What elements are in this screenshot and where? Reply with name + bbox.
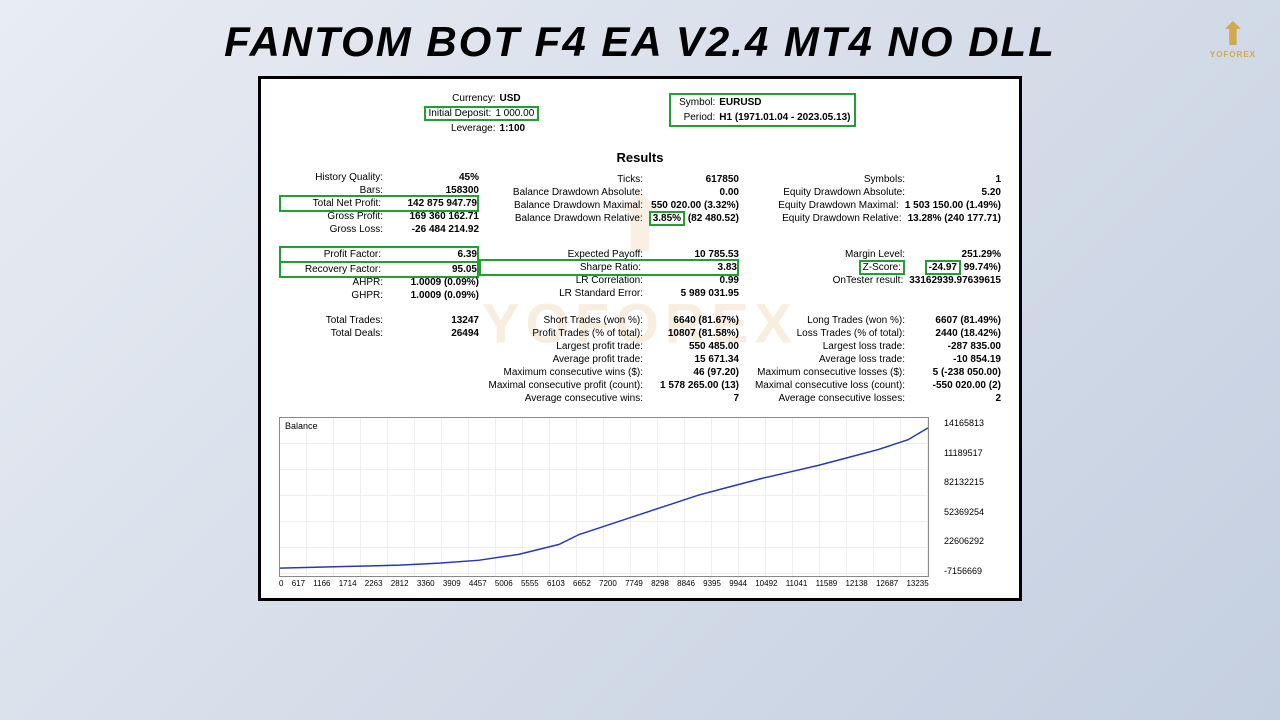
x-tick: 12138: [845, 579, 867, 588]
stat-row: Long Trades (won %):6607 (81.49%): [739, 314, 1001, 327]
x-tick: 11041: [786, 579, 808, 588]
y-tick: 11189517: [944, 448, 984, 458]
stat-row: [279, 348, 479, 350]
stat-row: Maximum consecutive losses ($):5 (-238 0…: [739, 366, 1001, 379]
brand-logo: ⬆ YOFOREX: [1210, 18, 1256, 59]
stat-row: Average consecutive wins:7: [479, 392, 739, 405]
stat-row: Short Trades (won %):6640 (81.67%): [479, 314, 739, 327]
x-tick: 4457: [469, 579, 487, 588]
stat-row: Gross Loss:-26 484 214.92: [279, 223, 479, 236]
stat-row: Bars:158300: [279, 184, 479, 197]
x-tick: 5555: [521, 579, 539, 588]
x-tick: 6652: [573, 579, 591, 588]
x-tick: 6103: [547, 579, 565, 588]
stat-row: Maximal consecutive loss (count):-550 02…: [739, 379, 1001, 392]
stat-row: Z-Score:-24.97 99.74%): [739, 261, 1001, 274]
x-tick: 11589: [816, 579, 838, 588]
y-tick: -7156669: [944, 566, 984, 576]
balance-chart: Balance 14165813 11189517 82132215 52369254…: [279, 417, 1001, 588]
stat-row: Ticks:617850: [479, 173, 739, 186]
stat-row: Average loss trade:-10 854.19: [739, 353, 1001, 366]
stat-row: Total Trades:13247: [279, 314, 479, 327]
x-tick: 1714: [339, 579, 357, 588]
x-tick: 2263: [365, 579, 383, 588]
y-tick: 14165813: [944, 418, 984, 428]
report-header: Currency:USD Initial Deposit:1 000.00 Leve…: [279, 93, 1001, 134]
stat-row: Equity Drawdown Absolute:5.20: [739, 186, 1001, 199]
stat-row: Balance Drawdown Absolute:0.00: [479, 186, 739, 199]
x-tick: 1166: [313, 579, 330, 588]
x-tick: 9395: [703, 579, 721, 588]
stat-row: GHPR:1.0009 (0.09%): [279, 289, 479, 302]
stat-row: LR Standard Error:5 989 031.95: [479, 287, 739, 300]
x-tick: 10492: [755, 579, 777, 588]
stat-row: AHPR:1.0009 (0.09%): [279, 276, 479, 289]
stat-row: Average consecutive losses:2: [739, 392, 1001, 405]
stat-row: LR Correlation:0.99: [479, 274, 739, 287]
stat-row: Loss Trades (% of total):2440 (18.42%): [739, 327, 1001, 340]
stat-row: Equity Drawdown Maximal:1 503 150.00 (1.…: [739, 199, 1001, 212]
y-tick: 52369254: [944, 507, 984, 517]
stat-row: Total Deals:26494: [279, 327, 479, 340]
x-tick: 12687: [876, 579, 898, 588]
stat-row: Largest profit trade:550 485.00: [479, 340, 739, 353]
x-tick: 3909: [443, 579, 461, 588]
x-tick: 617: [292, 579, 305, 588]
report-panel: ⬆ YOFOREX Currency:USDInitial Deposit:1 …: [258, 76, 1022, 601]
results-heading: Results: [279, 150, 1001, 165]
stat-row: Gross Profit:169 360 162.71: [279, 210, 479, 223]
stat-row: Symbols:1: [739, 173, 1001, 186]
x-tick: 3360: [417, 579, 435, 588]
x-tick: 8846: [677, 579, 695, 588]
stat-row: Profit Trades (% of total):10807 (81.58%…: [479, 327, 739, 340]
stat-row: OnTester result:33162939.97639615: [739, 274, 1001, 287]
x-tick: 2812: [391, 579, 409, 588]
x-tick: 5006: [495, 579, 513, 588]
y-tick: 82132215: [944, 477, 984, 487]
y-tick: 22606292: [944, 536, 984, 546]
stat-row: Balance Drawdown Maximal:550 020.00 (3.3…: [479, 199, 739, 212]
header-row: Initial Deposit:1 000.00: [424, 106, 540, 121]
stat-row: Maximal consecutive profit (count):1 578…: [479, 379, 739, 392]
x-tick: 0: [279, 579, 283, 588]
x-tick: 7749: [625, 579, 643, 588]
x-tick: 13235: [906, 579, 928, 588]
stat-row: Balance Drawdown Relative:3.85% (82 480.…: [479, 212, 739, 225]
stat-row: Largest loss trade:-287 835.00: [739, 340, 1001, 353]
stat-row: [739, 287, 1001, 289]
stat-row: Equity Drawdown Relative:13.28% (240 177…: [739, 212, 1001, 225]
stat-row: Average profit trade:15 671.34: [479, 353, 739, 366]
page-title: FANTOM BOT F4 EA V2.4 MT4 NO DLL: [0, 0, 1280, 74]
x-tick: 9944: [729, 579, 747, 588]
stat-row: History Quality:45%: [279, 171, 479, 184]
stat-row: Expected Payoff:10 785.53: [479, 248, 739, 261]
chart-label: Balance: [285, 421, 318, 431]
stat-row: Maximum consecutive wins ($):46 (97.20): [479, 366, 739, 379]
logo-icon: ⬆: [1210, 18, 1256, 50]
x-tick: 7200: [599, 579, 617, 588]
header-row: Currency:USD: [424, 93, 540, 104]
logo-text: YOFOREX: [1210, 50, 1256, 59]
header-row: Leverage:1:100: [424, 123, 540, 134]
x-tick: 8298: [651, 579, 669, 588]
